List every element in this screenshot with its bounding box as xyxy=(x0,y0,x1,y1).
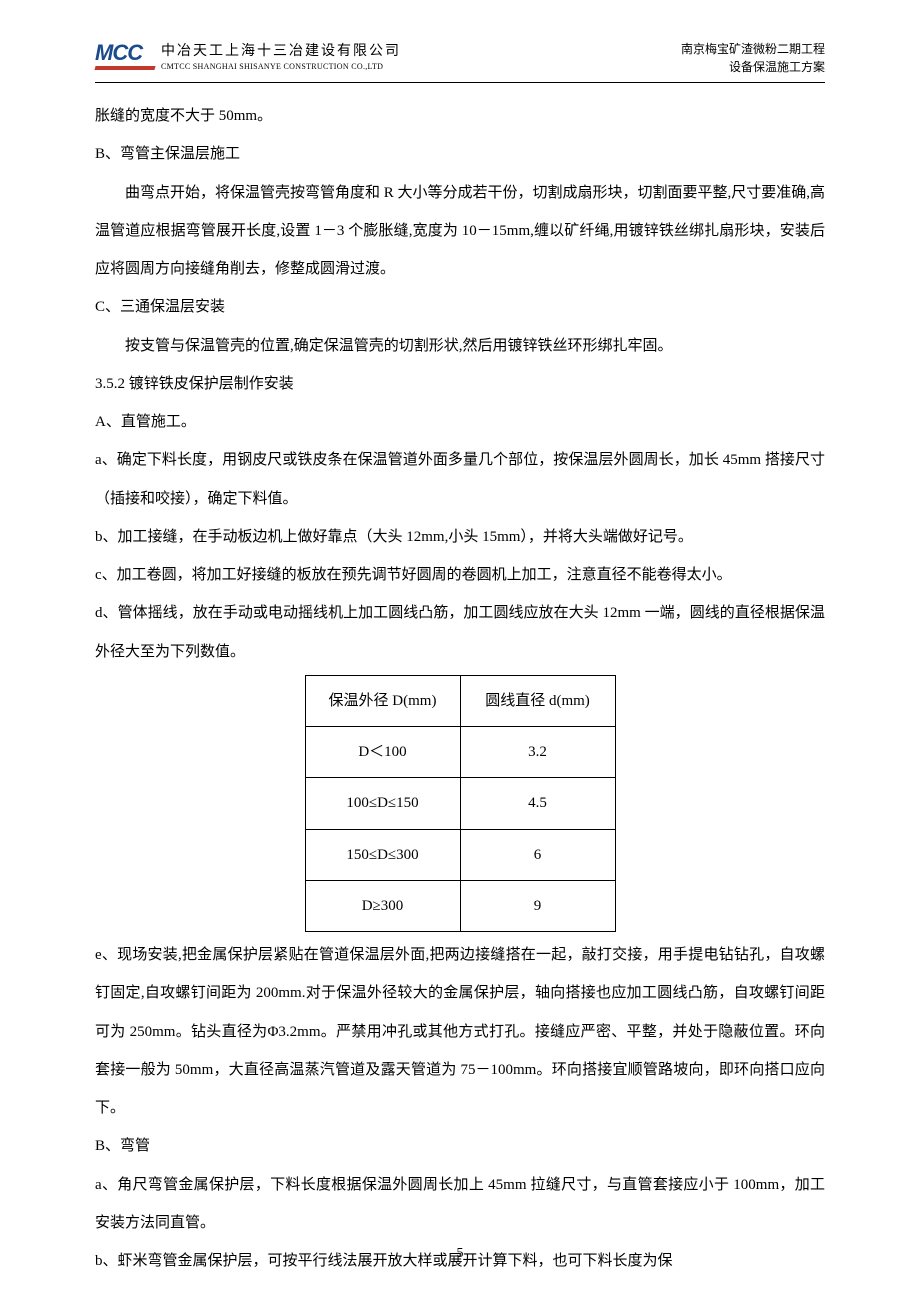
company-block: 中冶天工上海十三冶建设有限公司 CMTCC SHANGHAI SHISANYE … xyxy=(161,40,401,71)
table-cell: 4.5 xyxy=(460,778,615,829)
paragraph: 胀缝的宽度不大于 50mm。 xyxy=(95,97,825,135)
header-right: 南京梅宝矿渣微粉二期工程 设备保温施工方案 xyxy=(681,40,825,76)
page-header: MCC 中冶天工上海十三冶建设有限公司 CMTCC SHANGHAI SHISA… xyxy=(95,40,825,83)
table-cell: D≥300 xyxy=(305,880,460,931)
table-row: 100≤D≤150 4.5 xyxy=(305,778,615,829)
project-line-2: 设备保温施工方案 xyxy=(681,58,825,76)
table-cell: 3.2 xyxy=(460,727,615,778)
project-line-1: 南京梅宝矿渣微粉二期工程 xyxy=(681,40,825,58)
table-cell: 9 xyxy=(460,880,615,931)
paragraph: 3.5.2 镀锌铁皮保护层制作安装 xyxy=(95,365,825,403)
paragraph: A、直管施工。 xyxy=(95,403,825,441)
paragraph: B、弯管主保温层施工 xyxy=(95,135,825,173)
page-number: 5 xyxy=(0,1246,920,1262)
table-cell: D＜100 xyxy=(305,727,460,778)
paragraph: e、现场安装,把金属保护层紧贴在管道保温层外面,把两边接缝搭在一起，敲打交接，用… xyxy=(95,936,825,1127)
table-cell: 150≤D≤300 xyxy=(305,829,460,880)
company-name-en: CMTCC SHANGHAI SHISANYE CONSTRUCTION CO.… xyxy=(161,62,401,71)
document-body: 胀缝的宽度不大于 50mm。 B、弯管主保温层施工 曲弯点开始，将保温管壳按弯管… xyxy=(95,97,825,1280)
table-header-cell: 保温外径 D(mm) xyxy=(305,675,460,726)
diameter-table: 保温外径 D(mm) 圆线直径 d(mm) D＜100 3.2 100≤D≤15… xyxy=(305,675,616,932)
paragraph: d、管体摇线，放在手动或电动摇线机上加工圆线凸筋，加工圆线应放在大头 12mm … xyxy=(95,594,825,671)
header-left: MCC 中冶天工上海十三冶建设有限公司 CMTCC SHANGHAI SHISA… xyxy=(95,40,401,71)
table-header-row: 保温外径 D(mm) 圆线直径 d(mm) xyxy=(305,675,615,726)
logo-text: MCC xyxy=(95,42,155,64)
company-logo: MCC xyxy=(95,42,155,70)
company-name-cn: 中冶天工上海十三冶建设有限公司 xyxy=(161,40,401,60)
table-header-cell: 圆线直径 d(mm) xyxy=(460,675,615,726)
table-row: 150≤D≤300 6 xyxy=(305,829,615,880)
paragraph: 按支管与保温管壳的位置,确定保温管壳的切割形状,然后用镀锌铁丝环形绑扎牢固。 xyxy=(95,327,825,365)
table-row: D≥300 9 xyxy=(305,880,615,931)
paragraph: B、弯管 xyxy=(95,1127,825,1165)
table-cell: 100≤D≤150 xyxy=(305,778,460,829)
paragraph: a、确定下料长度，用钢皮尺或铁皮条在保温管道外面多量几个部位，按保温层外圆周长，… xyxy=(95,441,825,518)
paragraph: 曲弯点开始，将保温管壳按弯管角度和 R 大小等分成若干份，切割成扇形块，切割面要… xyxy=(95,174,825,289)
paragraph: c、加工卷圆，将加工好接缝的板放在预先调节好圆周的卷圆机上加工，注意直径不能卷得… xyxy=(95,556,825,594)
paragraph: b、加工接缝，在手动板边机上做好靠点（大头 12mm,小头 15mm），并将大头… xyxy=(95,518,825,556)
table-row: D＜100 3.2 xyxy=(305,727,615,778)
paragraph: a、角尺弯管金属保护层，下料长度根据保温外圆周长加上 45mm 拉缝尺寸，与直管… xyxy=(95,1166,825,1243)
table-cell: 6 xyxy=(460,829,615,880)
paragraph: C、三通保温层安装 xyxy=(95,288,825,326)
logo-bar xyxy=(94,66,155,70)
